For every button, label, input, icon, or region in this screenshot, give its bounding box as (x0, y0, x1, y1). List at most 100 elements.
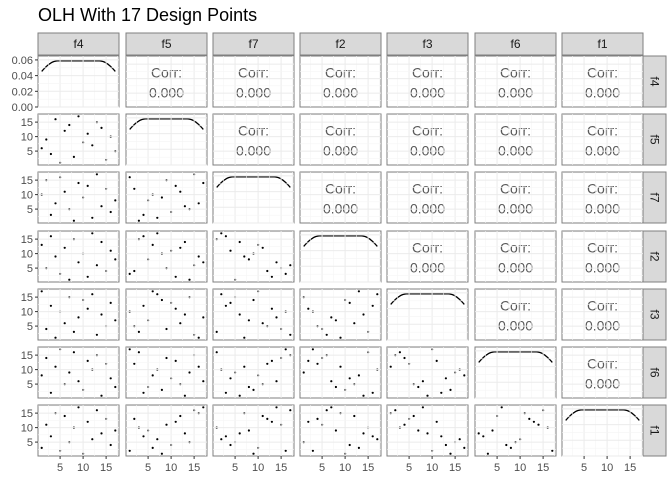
scatter-point (270, 307, 273, 310)
panel-border (212, 230, 295, 283)
y-tick-label: 10 (21, 423, 33, 435)
scatter-point (49, 391, 53, 394)
corr-value: 0.000 (410, 260, 445, 276)
scatter-point (275, 380, 278, 383)
density-curve-f3 (390, 293, 465, 305)
column-strip-f1 (561, 32, 644, 56)
y-tick-label: 10 (21, 249, 33, 261)
scatter-point (500, 406, 503, 409)
x-tick-label: 5 (581, 462, 587, 474)
x-tick-label: 15 (100, 462, 112, 474)
panel-border (474, 404, 557, 457)
scatter-point (247, 429, 250, 432)
corr-value: 0.000 (498, 260, 533, 276)
column-strip-f5 (125, 32, 208, 56)
corr-label: Corr: (500, 298, 531, 314)
corr-label: Corr: (325, 181, 356, 197)
scatter-point (151, 290, 154, 293)
scatter-point (133, 417, 136, 420)
scatter-point (165, 327, 168, 331)
column-strip-label-f4: f4 (73, 37, 83, 51)
panel-f4-f4 (37, 55, 120, 108)
x-tick-label: 10 (165, 462, 177, 474)
scatter-point (133, 187, 136, 190)
scatter-point (68, 123, 71, 127)
panel-border (561, 55, 644, 108)
scatter-point (114, 319, 117, 322)
x-tick-label: 10 (514, 462, 526, 474)
x-tick-label: 15 (624, 462, 636, 474)
corr-label: Corr: (500, 240, 531, 256)
scatter-point (86, 307, 89, 310)
scatter-point (183, 394, 186, 397)
panel-border (474, 55, 557, 108)
scatter-point (275, 316, 278, 319)
scatter-point (376, 293, 379, 296)
panel-border (561, 171, 644, 224)
scatter-point (151, 243, 154, 246)
scatter-point (114, 385, 117, 389)
panel-border (386, 55, 469, 108)
scatter-point (95, 333, 98, 336)
panel-border (37, 346, 120, 399)
scatter-point (109, 377, 112, 380)
scatter-point (238, 394, 241, 397)
scatter-point (137, 330, 140, 333)
scatter-point (215, 351, 218, 354)
corr-value: 0.000 (149, 85, 184, 101)
corr-value: 0.000 (498, 85, 533, 101)
scatter-point (444, 443, 447, 447)
scatter-point (339, 336, 342, 339)
scatter-point (284, 348, 287, 351)
scatter-point (243, 255, 246, 258)
corr-value: 0.000 (585, 376, 620, 392)
scatter-point (348, 377, 351, 380)
scatter-point (72, 330, 75, 333)
scatter-point (477, 432, 480, 435)
panel-bg (38, 56, 119, 107)
scatter-point (160, 452, 163, 455)
scatter-point (197, 336, 200, 339)
x-tick-label: 5 (57, 462, 63, 474)
panel-grid: f4 f5 f7 f2 f3 f6 f1 f4 f5 f7 f2 f3 f6 f1 Corr: 0.000 Co… (12, 32, 667, 474)
scatter-point (197, 365, 200, 368)
scatter-point (86, 420, 89, 423)
scatter-point (463, 446, 466, 449)
y-tick-label: 15 (21, 408, 33, 420)
scatter-point (109, 443, 112, 447)
scatter-point (156, 293, 159, 296)
scatter-point (426, 394, 429, 397)
scatter-point (421, 406, 424, 409)
corr-value: 0.000 (498, 143, 533, 159)
scatter-point (444, 377, 447, 380)
panel-border (386, 404, 469, 457)
scatter-point (371, 304, 374, 307)
x-tick-label: 10 (339, 462, 351, 474)
panel-border (125, 55, 208, 108)
scatter-point (45, 327, 48, 331)
y-tick-label: 5 (27, 146, 33, 158)
scatter-point (486, 452, 489, 455)
scatter-point (270, 359, 273, 362)
scatter-point (128, 348, 131, 351)
scatter-point (63, 414, 66, 418)
scatter-point (128, 272, 131, 275)
scatter-point (243, 365, 246, 368)
density-curve-f4 (41, 60, 116, 72)
scatter-point (202, 261, 205, 264)
scatter-point (68, 371, 71, 374)
row-strip-label-f4: f4 (648, 76, 662, 86)
row-strip-label-f5: f5 (648, 134, 662, 144)
scatter-point (133, 362, 136, 365)
x-tick-label: 5 (494, 462, 500, 474)
panel-f3-f3 (386, 288, 469, 341)
scatter-point (197, 202, 200, 205)
scatter-point (357, 374, 360, 377)
row-strip-label-f3: f3 (648, 309, 662, 319)
scatter-point (77, 115, 80, 118)
density-curve-f7 (216, 176, 291, 188)
corr-label: Corr: (500, 123, 531, 139)
scatter-point (528, 417, 531, 420)
scatter-point (371, 391, 374, 394)
